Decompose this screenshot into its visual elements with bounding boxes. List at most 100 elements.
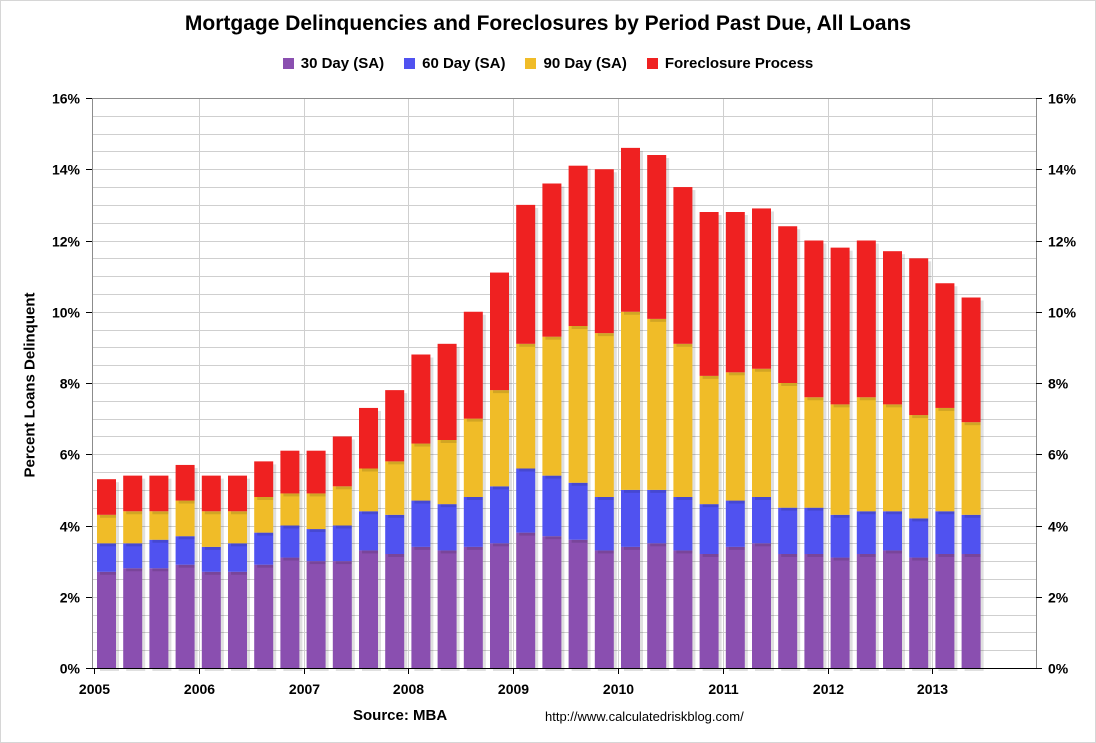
- bar-segment: [359, 550, 378, 668]
- y-tick-label-right: 10%: [1048, 305, 1077, 321]
- bar-segment: [385, 390, 405, 462]
- bar-segment: [830, 514, 850, 558]
- bar-segment: [332, 436, 352, 487]
- bar-segment: [778, 554, 798, 668]
- legend-label-90-day: 90 Day (SA): [543, 55, 627, 72]
- bar-segment: [673, 187, 693, 344]
- y-tick-label-right: 0%: [1048, 661, 1069, 677]
- bar-segment: [778, 383, 798, 508]
- source-url: http://www.calculatedriskblog.com/: [545, 709, 744, 724]
- bar-segment: [123, 568, 143, 668]
- y-tick-label-left: 10%: [52, 305, 81, 321]
- bar-segment: [123, 543, 143, 569]
- bar-segment: [437, 504, 457, 551]
- bar-segment: [254, 564, 274, 668]
- y-tick-label-left: 8%: [60, 376, 81, 392]
- bar-segment: [516, 343, 536, 469]
- y-tick-label-left: 4%: [60, 519, 81, 535]
- bar-segment: [778, 507, 798, 554]
- bar-segment: [647, 318, 667, 490]
- bar-segment: [437, 550, 457, 668]
- bar-segment: [804, 554, 824, 668]
- legend-swatch-foreclosure: [646, 58, 658, 69]
- bar-segment: [97, 543, 116, 572]
- bar-segment: [568, 482, 588, 540]
- bar-segment: [778, 226, 798, 383]
- bar-segment: [280, 493, 300, 526]
- bar-segment: [673, 550, 693, 668]
- bar-segment: [647, 489, 667, 544]
- bar-segment: [437, 440, 457, 505]
- bar-segment: [883, 550, 902, 668]
- bar-segment: [542, 536, 562, 668]
- bar-segment: [909, 415, 929, 519]
- y-axis-label: Percent Loans Delinquent: [21, 292, 39, 478]
- legend-swatch-90-day: [525, 58, 537, 69]
- bar-segment: [463, 311, 483, 419]
- bar-segment: [149, 539, 169, 569]
- bar-segment: [961, 554, 981, 668]
- bar-segment: [411, 354, 431, 444]
- x-tick-label: 2012: [813, 681, 844, 697]
- bar-segment: [306, 493, 326, 530]
- bar-segment: [909, 258, 929, 416]
- bar-segment: [673, 497, 693, 551]
- bar-segment: [935, 407, 955, 512]
- bar-segment: [228, 543, 247, 572]
- bar-segment: [594, 169, 614, 334]
- y-tick-label-left: 12%: [52, 234, 81, 250]
- legend-label-60-day: 60 Day (SA): [422, 55, 506, 72]
- source-note: Source: MBA: [353, 707, 448, 724]
- bar-segment: [123, 511, 143, 544]
- bar-segment: [411, 546, 431, 668]
- bar-segment: [490, 272, 509, 391]
- bar-segment: [621, 311, 640, 490]
- bar-segment: [542, 336, 562, 476]
- legend-item-foreclosure: Foreclosure Process: [646, 55, 813, 72]
- bar-segment: [961, 514, 981, 554]
- bar-segment: [359, 407, 378, 469]
- bar-segment: [280, 525, 300, 558]
- bar-segment: [883, 251, 902, 405]
- bar-segment: [594, 497, 614, 551]
- bar-segment: [725, 500, 745, 547]
- bar-segment: [935, 554, 955, 668]
- bar-segment: [909, 557, 929, 668]
- bar-segment: [516, 532, 536, 668]
- bar-segment: [306, 561, 326, 668]
- bar-segment: [201, 546, 221, 572]
- bar-segment: [97, 514, 116, 544]
- bar-segment: [516, 204, 536, 344]
- bar-segment: [97, 571, 116, 668]
- bar-segment: [673, 343, 693, 497]
- bar-segment: [97, 479, 116, 515]
- bar-segment: [856, 511, 876, 554]
- bar-segment: [280, 557, 300, 668]
- y-tick-label-left: 2%: [60, 590, 81, 606]
- legend-item-60-day: 60 Day (SA): [404, 55, 505, 72]
- bar-segment: [935, 511, 955, 554]
- y-tick-label-right: 12%: [1048, 234, 1077, 250]
- bar-segment: [699, 554, 719, 668]
- bar-segment: [149, 511, 169, 540]
- bar-segment: [725, 546, 745, 668]
- x-tick-label: 2011: [708, 681, 739, 697]
- bar-segment: [725, 212, 745, 373]
- bar-segment: [385, 514, 405, 554]
- bar-segment: [359, 468, 378, 512]
- bar-segment: [463, 546, 483, 668]
- legend-item-90-day: 90 Day (SA): [525, 55, 627, 72]
- y-tick-label-left: 14%: [52, 162, 81, 178]
- bar-segment: [856, 240, 876, 398]
- bar-segment: [856, 554, 876, 668]
- bar-segment: [883, 404, 902, 512]
- x-tick-label: 2008: [393, 681, 424, 697]
- bar-segment: [411, 500, 431, 547]
- bar-segment: [385, 461, 405, 515]
- bar-segment: [306, 529, 326, 562]
- bar-segment: [490, 390, 509, 487]
- bar-segment: [149, 568, 169, 668]
- x-tick-label: 2005: [79, 681, 110, 697]
- bar-segment: [621, 147, 640, 312]
- bar-segment: [254, 497, 274, 533]
